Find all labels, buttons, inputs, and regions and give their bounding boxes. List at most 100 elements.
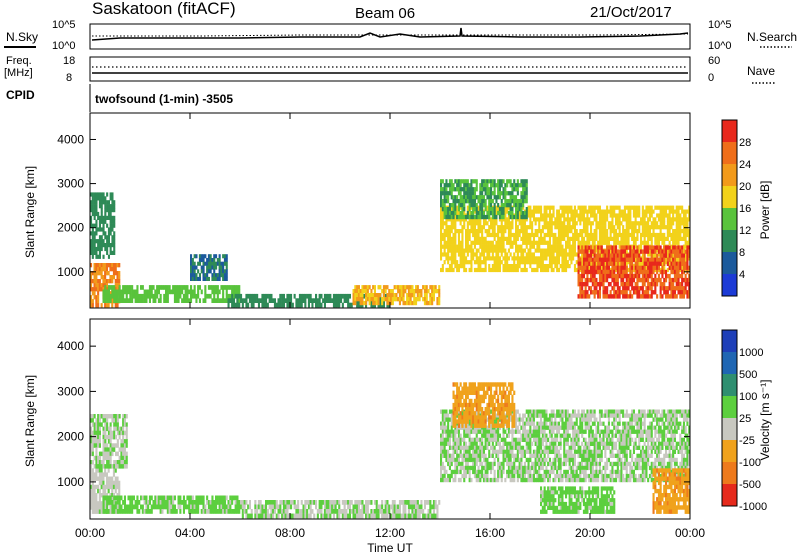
echo-cell: [272, 298, 275, 303]
echo-cell: [490, 225, 493, 230]
echo-cell: [407, 289, 410, 294]
echo-cell: [216, 298, 219, 303]
echo-cell: [606, 290, 609, 295]
echo-cell: [495, 260, 498, 265]
echo-cell: [325, 509, 328, 514]
echo-cell: [475, 229, 478, 234]
echo-cell: [598, 269, 601, 275]
echo-cell: [116, 430, 119, 436]
echo-cell: [238, 509, 241, 514]
echo-cell: [456, 183, 459, 188]
echo-cell: [679, 273, 682, 279]
echo-cell: [363, 289, 366, 294]
echo-cell: [441, 433, 444, 438]
echo-cell: [154, 495, 157, 501]
echo-cell: [104, 505, 107, 510]
echo-cell: [652, 232, 655, 238]
y-tick-label: 3000: [57, 177, 84, 191]
echo-cell: [629, 273, 632, 279]
echo-cell: [452, 199, 455, 204]
echo-cell: [559, 217, 562, 222]
echo-cell: [591, 261, 594, 266]
echo-cell: [120, 289, 123, 295]
echo-cell: [623, 205, 626, 210]
echo-cell: [361, 297, 364, 302]
echo-cell: [502, 191, 505, 196]
echo-cell: [90, 414, 93, 419]
echo-cell: [484, 260, 487, 265]
echo-cell: [645, 277, 648, 283]
echo-cell: [404, 513, 407, 519]
echo-cell: [654, 240, 657, 245]
echo-cell: [645, 229, 648, 234]
echo-cell: [268, 504, 271, 510]
echo-cell: [136, 285, 139, 290]
echo-cell: [513, 195, 516, 200]
echo-cell: [631, 205, 634, 210]
echo-cell: [272, 500, 275, 505]
echo-cell: [582, 257, 585, 262]
echo-cell: [490, 232, 493, 238]
echo-cell: [452, 267, 455, 273]
echo-cell: [541, 225, 544, 230]
echo-cell: [602, 290, 605, 295]
echo-cell: [354, 293, 357, 298]
echo-cell: [284, 504, 287, 510]
echo-cell: [202, 258, 205, 263]
echo-cell: [440, 449, 443, 454]
echo-cell: [91, 418, 94, 423]
echo-cell: [384, 289, 387, 294]
echo-cell: [640, 221, 643, 226]
echo-cell: [620, 290, 623, 295]
echo-cell: [543, 232, 546, 238]
echo-cell: [102, 418, 105, 423]
echo-cell: [190, 261, 193, 266]
echo-cell: [468, 248, 471, 253]
echo-cell: [193, 269, 196, 274]
echo-cell: [623, 245, 626, 250]
echo-cell: [105, 271, 108, 276]
echo-cell: [552, 252, 555, 257]
echo-cell: [557, 256, 560, 261]
echo-cell: [575, 267, 578, 273]
echo-cell: [563, 225, 566, 230]
echo-cell: [343, 298, 346, 303]
echo-cell: [168, 289, 171, 295]
echo-cell: [672, 252, 675, 257]
echo-cell: [673, 269, 676, 275]
echo-cell: [91, 497, 94, 502]
echo-cell: [632, 257, 635, 262]
echo-cell: [118, 504, 121, 510]
echo-cell: [565, 256, 568, 261]
echo-cell: [286, 302, 289, 308]
echo-cell: [465, 229, 468, 234]
echo-cell: [95, 279, 98, 284]
echo-cell: [659, 286, 662, 291]
echo-cell: [284, 509, 287, 514]
echo-cell: [440, 425, 443, 430]
echo-cell: [477, 217, 480, 222]
echo-cell: [552, 205, 555, 210]
echo-cell: [513, 252, 516, 257]
noise-panel: N.Sky 10^5 10^0 10^5 10^0 N.Search: [4, 19, 797, 52]
echo-cell: [516, 187, 519, 192]
echo-cell: [520, 221, 523, 226]
echo-cell: [147, 289, 150, 295]
echo-cell: [652, 249, 655, 254]
echo-cell: [418, 297, 421, 302]
echo-cell: [209, 269, 212, 274]
echo-cell: [604, 260, 607, 265]
echo-cell: [454, 256, 457, 261]
echo-cell: [447, 461, 450, 467]
echo-cell: [204, 254, 207, 259]
echo-cell: [493, 203, 496, 208]
echo-cell: [500, 210, 503, 216]
echo-cell: [584, 253, 587, 258]
echo-cell: [415, 285, 418, 290]
echo-cell: [522, 248, 525, 253]
echo-cell: [207, 269, 210, 274]
echo-cell: [622, 261, 625, 266]
echo-cell: [490, 221, 493, 226]
echo-cell: [282, 509, 285, 514]
echo-cell: [545, 221, 548, 226]
